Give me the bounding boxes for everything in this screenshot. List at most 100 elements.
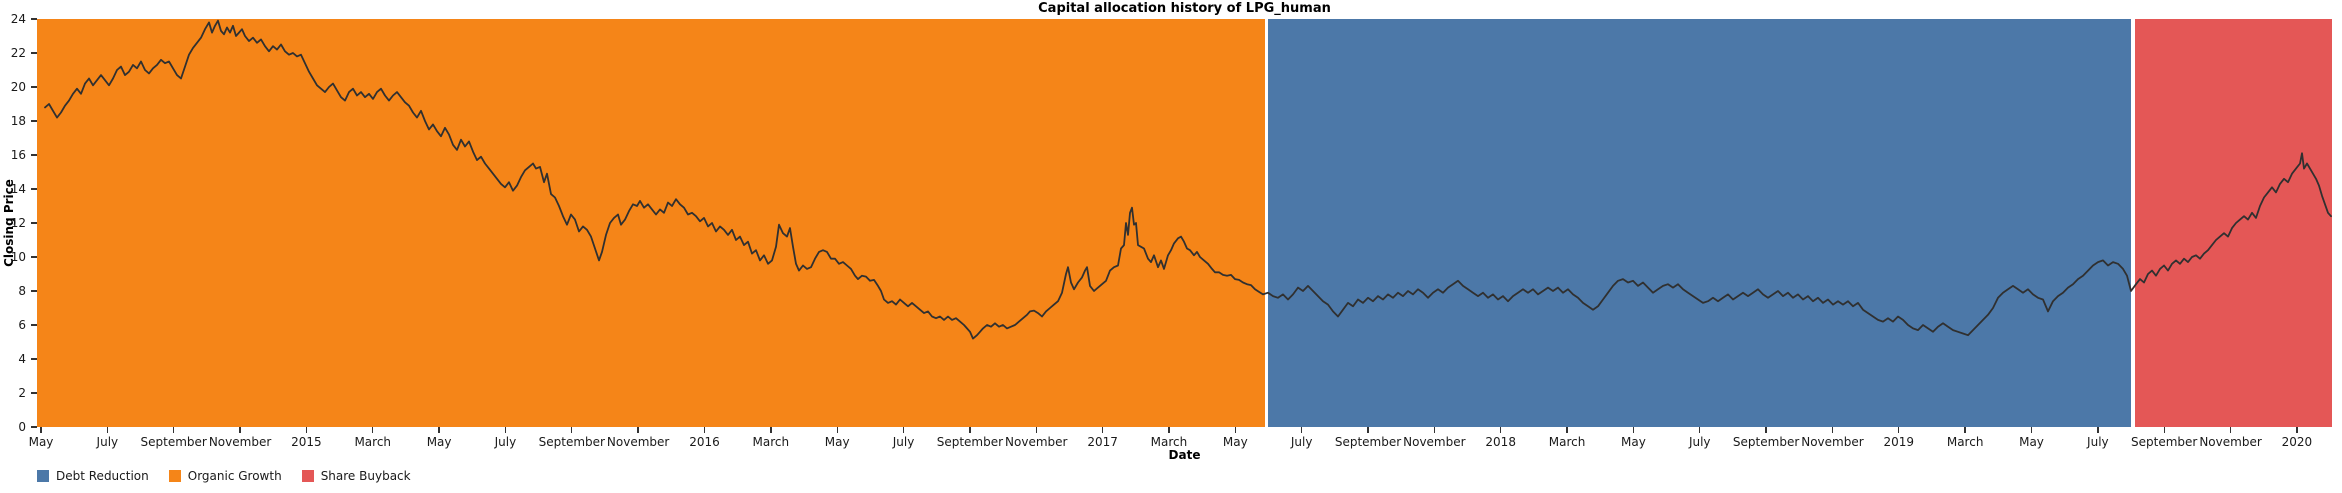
x-tick-label: March	[1548, 435, 1586, 449]
x-tick-mark	[40, 427, 42, 433]
y-tick-mark	[31, 358, 37, 360]
y-tick-mark	[31, 426, 37, 428]
x-tick-label: May	[426, 435, 452, 449]
x-tick-label: September	[1334, 435, 1402, 449]
y-tick-mark	[31, 86, 37, 88]
x-tick-label: July	[892, 435, 915, 449]
price-series-path	[44, 19, 2332, 340]
y-tick-mark	[31, 392, 37, 394]
x-tick-mark	[770, 427, 772, 433]
x-tick-label: November	[1403, 435, 1466, 449]
x-tick-mark	[1898, 427, 1900, 433]
y-tick-mark	[31, 52, 37, 54]
y-tick-mark	[31, 120, 37, 122]
y-tick-label: 6	[18, 318, 26, 332]
x-tick-mark	[637, 427, 639, 433]
x-tick-mark	[1566, 427, 1568, 433]
x-tick-mark	[1367, 427, 1369, 433]
y-tick-label: 22	[10, 46, 26, 60]
legend-item-share-buyback: Share Buyback	[301, 469, 411, 483]
x-tick-label: September	[538, 435, 605, 449]
legend-label: Debt Reduction	[56, 469, 149, 483]
x-tick-mark	[305, 427, 308, 433]
x-tick-label: May	[1620, 435, 1646, 449]
x-tick-label: 2016	[689, 435, 720, 449]
x-tick-label: May	[824, 435, 850, 449]
x-tick-label: March	[1150, 435, 1188, 449]
x-tick-mark	[1035, 427, 1037, 433]
legend-item-organic-growth: Organic Growth	[168, 469, 282, 483]
x-tick-mark	[2097, 427, 2099, 433]
legend-swatch-icon	[168, 470, 181, 482]
x-tick-mark	[2163, 427, 2165, 433]
y-tick-mark	[31, 18, 37, 20]
x-tick-mark	[1765, 427, 1767, 433]
legend-swatch-icon	[37, 470, 49, 482]
y-tick-mark	[31, 290, 37, 292]
x-tick-mark	[1964, 427, 1966, 433]
y-tick-mark	[31, 222, 37, 224]
x-tick-mark	[1234, 427, 1236, 433]
x-tick-mark	[703, 427, 706, 433]
x-tick-mark	[2296, 427, 2298, 433]
region-debt-reduction	[1268, 19, 2131, 427]
legend: Debt Reduction Organic Growth Share Buybac…	[37, 469, 411, 483]
x-tick-label: September	[2131, 435, 2198, 449]
x-tick-label: July	[2087, 435, 2109, 449]
x-tick-label: 2015	[291, 435, 322, 449]
y-tick-label: 4	[18, 352, 26, 366]
region-share-buyback	[2135, 19, 2332, 427]
chart-title: Capital allocation history of LPG_human	[1038, 1, 1331, 16]
x-tick-mark	[1500, 427, 1502, 433]
y-tick-label: 0	[18, 420, 26, 434]
legend-swatch-icon	[301, 470, 314, 482]
x-tick-label: July	[1688, 435, 1711, 449]
y-tick-mark	[31, 154, 37, 156]
x-tick-label: November	[606, 435, 670, 449]
x-tick-mark	[1101, 427, 1104, 433]
x-tick-label: July	[494, 435, 517, 449]
x-tick-label: 2020	[2281, 435, 2313, 449]
x-tick-mark	[1632, 427, 1635, 433]
x-tick-mark	[2229, 427, 2232, 433]
y-tick-mark	[31, 324, 37, 326]
x-tick-label: May	[28, 435, 54, 449]
region-organic-growth	[37, 19, 1265, 427]
x-tick-label: March	[354, 435, 392, 449]
x-tick-mark	[1168, 427, 1170, 433]
y-tick-mark	[31, 256, 37, 258]
x-tick-label: March	[752, 435, 790, 449]
y-tick-label: 20	[10, 80, 26, 94]
x-tick-mark	[438, 427, 440, 433]
legend-label: Organic Growth	[187, 469, 282, 483]
x-axis-label: Date	[1168, 448, 1201, 462]
x-tick-label: November	[2199, 435, 2262, 449]
x-tick-mark	[571, 427, 573, 433]
x-tick-mark	[106, 427, 109, 433]
y-tick-label: 18	[10, 114, 26, 128]
y-tick-label: 12	[10, 216, 26, 230]
x-tick-label: September	[936, 435, 1004, 449]
x-tick-mark	[902, 427, 905, 433]
x-tick-mark	[1433, 427, 1436, 433]
x-tick-label: 2019	[1883, 435, 1915, 449]
x-tick-label: July	[1290, 435, 1313, 449]
y-tick-label: 10	[10, 250, 26, 264]
y-tick-label: 8	[18, 284, 26, 298]
x-tick-mark	[504, 427, 507, 433]
x-tick-label: November	[1801, 435, 1864, 449]
x-tick-mark	[1699, 427, 1701, 433]
x-tick-label: November	[208, 435, 272, 449]
x-tick-label: 2018	[1485, 435, 1516, 449]
x-tick-label: July	[96, 435, 119, 449]
x-tick-label: March	[1946, 435, 1984, 449]
x-tick-label: November	[1005, 435, 1068, 449]
closing-price-line	[44, 19, 2332, 340]
legend-item-debt-reduction: Debt Reduction	[37, 469, 149, 483]
x-tick-mark	[372, 427, 374, 433]
y-tick-mark	[31, 188, 37, 190]
x-tick-mark	[969, 427, 971, 433]
x-tick-label: May	[2019, 435, 2044, 449]
x-tick-mark	[173, 427, 175, 433]
